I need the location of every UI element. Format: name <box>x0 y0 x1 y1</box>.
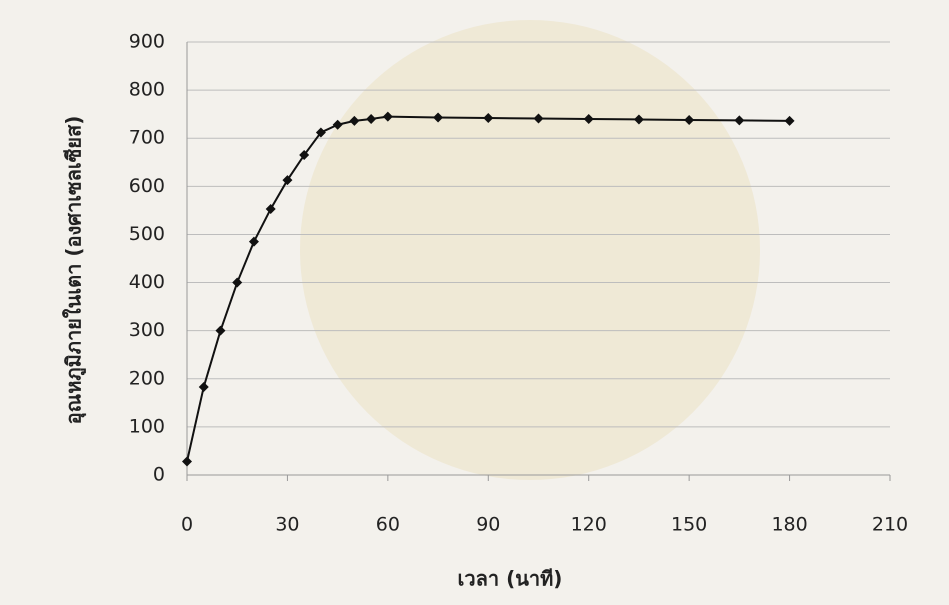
marker <box>332 119 343 130</box>
marker <box>232 277 243 288</box>
x-axis-title: เวลา (นาที) <box>458 567 563 591</box>
marker <box>182 456 192 467</box>
marker <box>483 113 494 124</box>
x-tick-label: 30 <box>275 514 299 536</box>
marker <box>366 113 377 124</box>
marker <box>382 111 393 122</box>
marker <box>248 236 259 247</box>
y-tick-label: 300 <box>129 319 165 341</box>
marker <box>198 381 209 392</box>
y-tick-label: 0 <box>153 464 165 486</box>
y-tick-label: 600 <box>129 175 165 197</box>
watermark <box>300 20 760 480</box>
x-tick-label: 180 <box>771 514 807 536</box>
x-tick-label: 210 <box>872 514 908 536</box>
marker <box>583 113 594 124</box>
marker <box>315 127 326 138</box>
y-tick-label: 900 <box>129 31 165 53</box>
x-tick-label: 60 <box>376 514 400 536</box>
y-tick-label: 700 <box>129 127 165 149</box>
y-tick-label: 800 <box>129 79 165 101</box>
x-tick-label: 0 <box>181 514 193 536</box>
x-tick-label: 120 <box>571 514 607 536</box>
y-tick-label: 100 <box>129 415 165 437</box>
y-tick-label: 200 <box>129 367 165 389</box>
marker <box>282 175 293 186</box>
x-tick-label: 90 <box>476 514 500 536</box>
x-tick-label: 150 <box>671 514 707 536</box>
marker <box>734 115 745 126</box>
y-tick-label: 400 <box>129 271 165 293</box>
marker <box>265 203 276 214</box>
marker <box>433 112 444 123</box>
y-axis-title: อุณหภูมิภายในเตา (องศาเซลเซียส) <box>62 116 88 425</box>
marker <box>633 114 644 125</box>
marker <box>349 115 360 126</box>
marker <box>533 113 544 124</box>
y-tick-label: 500 <box>129 223 165 245</box>
marker <box>784 115 795 126</box>
marker <box>684 114 695 125</box>
marker <box>215 325 226 336</box>
marker <box>299 150 310 161</box>
